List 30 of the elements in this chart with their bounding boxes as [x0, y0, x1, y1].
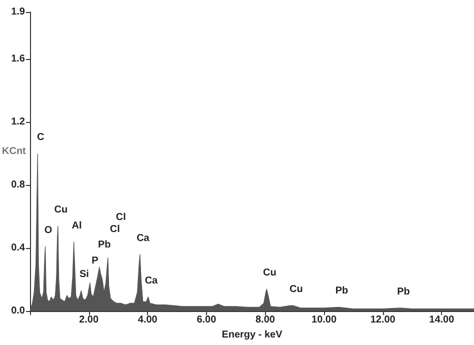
- annotation: Cu: [289, 284, 303, 296]
- annotation: Si: [79, 269, 90, 280]
- annotation: Pb: [98, 240, 111, 251]
- x-axis-title: Energy - keV: [222, 330, 283, 340]
- y-axis-title: KCnt: [2, 146, 27, 158]
- annotation: Cu: [54, 204, 68, 216]
- x-tick-label: 2.00: [79, 314, 99, 326]
- annotation: Cl: [110, 224, 120, 236]
- annotation: O: [44, 225, 52, 236]
- annotation: P: [92, 255, 99, 266]
- annotation: Ca: [136, 232, 150, 244]
- y-tick-label: 1.6: [11, 54, 26, 65]
- annotation: C: [37, 132, 44, 144]
- annotation: Cu: [263, 268, 276, 279]
- annotation: Pb: [335, 286, 348, 297]
- x-tick-label: 4.00: [138, 314, 158, 326]
- y-tick-label: 1.9: [11, 6, 26, 18]
- x-tick-label: 6.00: [196, 314, 217, 326]
- x-tick-label: 12.00: [370, 314, 396, 326]
- annotation: Cl: [116, 212, 126, 224]
- y-tick-label: 1.2: [11, 116, 26, 128]
- x-tick-label: 10.00: [312, 314, 337, 326]
- x-tick-label: 8.00: [255, 314, 276, 326]
- annotation: Al: [72, 220, 82, 232]
- y-tick-label: 0.8: [11, 180, 26, 191]
- y-tick-label: 0.0: [11, 306, 26, 317]
- annotation: Pb: [397, 286, 410, 298]
- x-tick-label: 14.00: [429, 314, 455, 326]
- y-tick-label: 0.4: [11, 242, 26, 254]
- annotation: Ca: [144, 275, 158, 286]
